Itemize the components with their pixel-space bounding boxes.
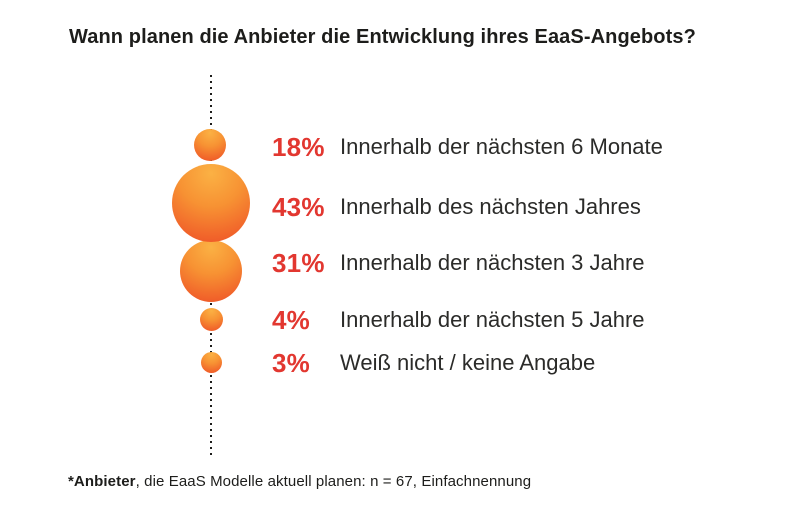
footnote-bold: *Anbieter [68,473,136,490]
chart-row: 18% Innerhalb der nächsten 6 Monate [272,132,663,162]
percent-value: 4% [272,304,310,335]
bubble-keine-angabe [201,352,222,373]
category-label: Innerhalb des nächsten Jahres [340,194,641,219]
percent-value: 18% [272,131,325,162]
bubble-3-jahre [180,240,242,302]
chart-row: 31% Innerhalb der nächsten 3 Jahre [272,248,645,278]
percent-value: 43% [272,191,325,222]
chart-row: 4% Innerhalb der nächsten 5 Jahre [272,305,645,335]
category-label: Innerhalb der nächsten 6 Monate [340,134,663,159]
category-label: Innerhalb der nächsten 5 Jahre [340,307,645,332]
footnote-rest: , die EaaS Modelle aktuell planen: n = 6… [135,473,532,490]
percent-value: 31% [272,247,325,278]
percent-value: 3% [272,347,310,378]
bubble-6-monate [194,129,226,161]
chart-row: 3% Weiß nicht / keine Angabe [272,348,595,378]
category-label: Weiß nicht / keine Angabe [340,350,596,375]
bubble-naechstes-jahr [172,164,250,242]
category-label: Innerhalb der nächsten 3 Jahre [340,250,645,275]
chart-title: Wann planen die Anbieter die Entwicklung… [69,26,696,48]
chart-row: 43% Innerhalb des nächsten Jahres [272,192,641,222]
footnote: *Anbieter, die EaaS Modelle aktuell plan… [68,473,531,490]
bubble-5-jahre [200,308,223,331]
